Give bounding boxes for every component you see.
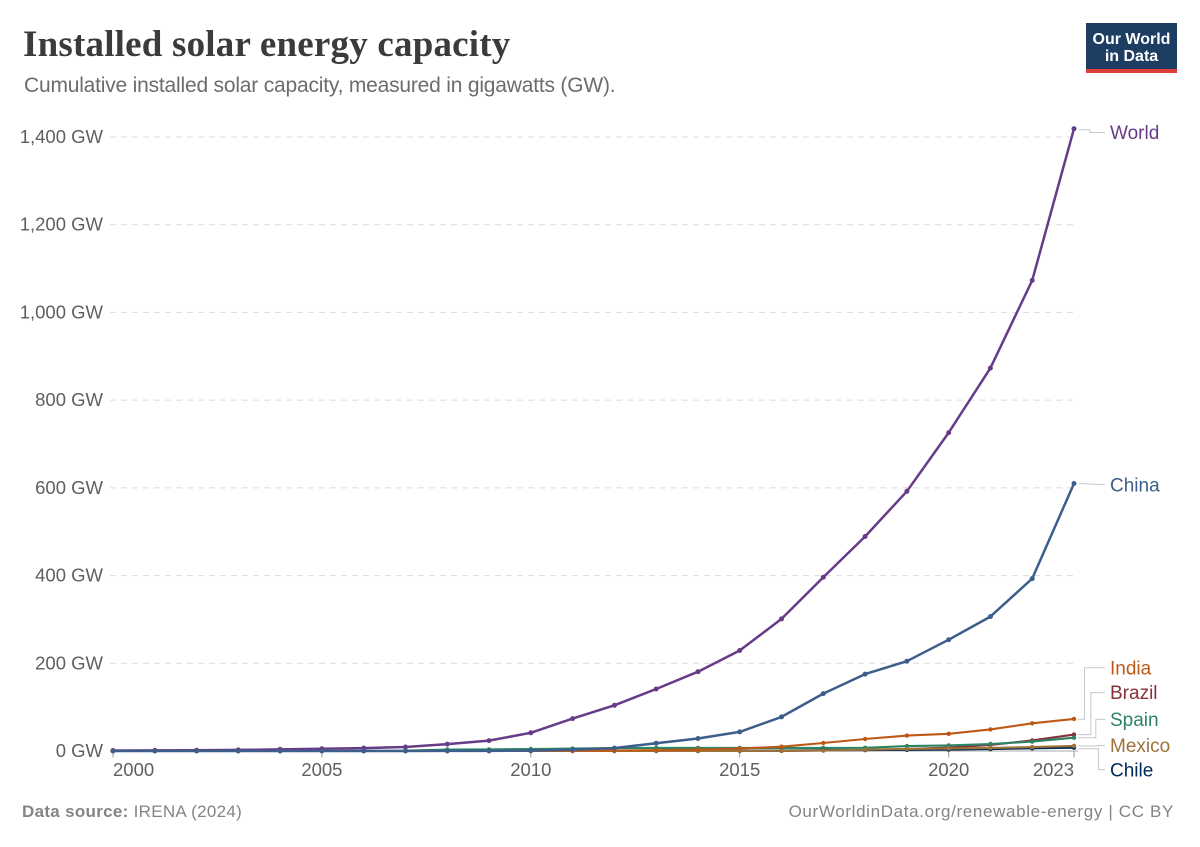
- svg-text:Brazil: Brazil: [1110, 683, 1158, 704]
- svg-text:2000: 2000: [113, 759, 154, 780]
- svg-text:2020: 2020: [928, 759, 969, 780]
- svg-text:Spain: Spain: [1110, 710, 1159, 731]
- svg-text:India: India: [1110, 659, 1152, 680]
- svg-text:2015: 2015: [719, 759, 760, 780]
- svg-text:1,400 GW: 1,400 GW: [20, 126, 104, 147]
- svg-text:600 GW: 600 GW: [35, 477, 103, 498]
- svg-text:400 GW: 400 GW: [35, 565, 103, 586]
- svg-text:Mexico: Mexico: [1110, 736, 1170, 757]
- svg-text:Chile: Chile: [1110, 760, 1153, 781]
- svg-text:0 GW: 0 GW: [56, 740, 104, 761]
- svg-text:World: World: [1110, 123, 1159, 144]
- svg-text:2010: 2010: [510, 759, 551, 780]
- svg-text:2023: 2023: [1033, 759, 1074, 780]
- svg-text:2005: 2005: [301, 759, 342, 780]
- svg-text:800 GW: 800 GW: [35, 389, 103, 410]
- svg-text:China: China: [1110, 476, 1160, 497]
- svg-text:1,200 GW: 1,200 GW: [20, 214, 104, 235]
- svg-text:200 GW: 200 GW: [35, 652, 103, 673]
- svg-text:1,000 GW: 1,000 GW: [20, 301, 104, 322]
